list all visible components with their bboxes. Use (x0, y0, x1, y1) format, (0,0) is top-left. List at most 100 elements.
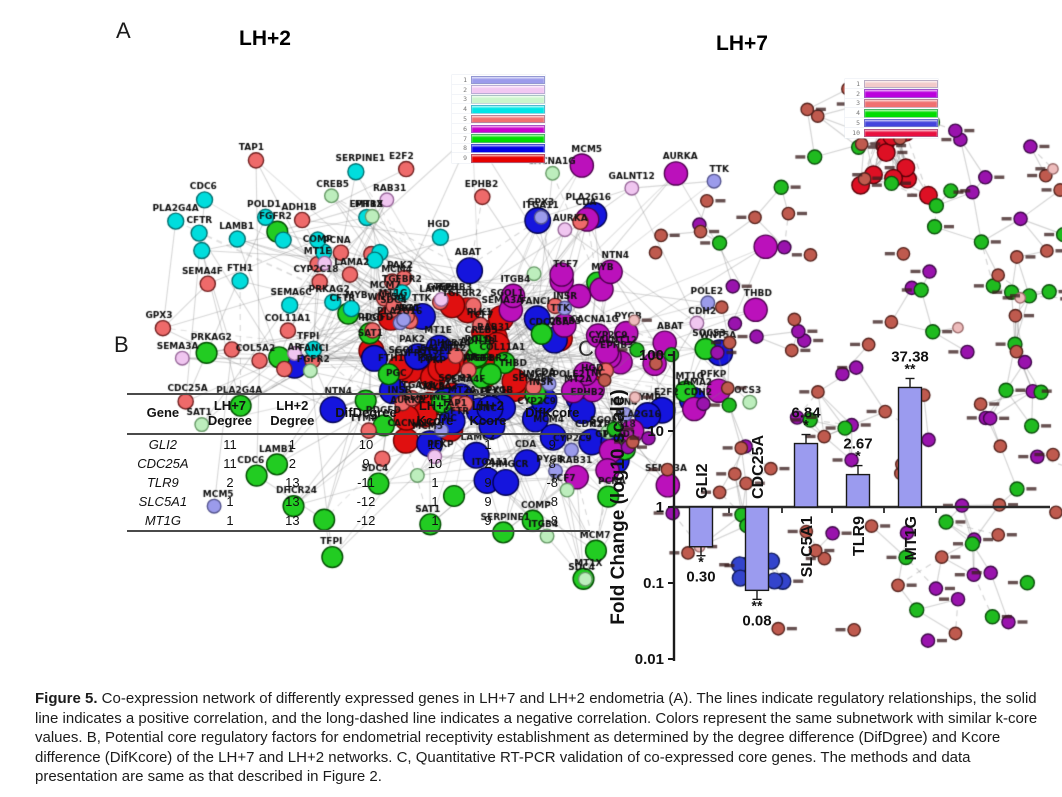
legend-lh7-swatch (864, 99, 938, 108)
legend-lh7-swatch (864, 89, 938, 98)
y-tick-label: 1 (656, 499, 664, 516)
value-cell: 1 (288, 437, 296, 453)
legend-lh2-row-8: 8 (452, 143, 545, 154)
y-axis-title: Fold Change (log10 scale) (608, 389, 629, 624)
network-lh2-title: LH+2 (239, 27, 291, 50)
panel-a-label: A (116, 18, 131, 43)
legend-lh7: 1 2 3 4 5 10 (845, 79, 938, 138)
legend-lh2-row-1: 1 (452, 75, 545, 85)
legend-lh2-number: 8 (463, 144, 467, 153)
value-cell: 10 (358, 437, 374, 453)
value-cell: 2 (288, 456, 296, 472)
value-cell: -11 (357, 475, 375, 491)
legend-lh7-row-2: 2 (845, 88, 938, 99)
value-cell: 1 (408, 511, 462, 533)
kcore-table: Gene LH+7 Degree LH+2 Degree DifDegree LH+7 … (127, 392, 590, 533)
value-cell: -12 (356, 494, 376, 510)
value-cell: -12 (323, 511, 409, 533)
legend-lh2-swatch (471, 85, 545, 94)
value-cell: 9 (548, 437, 556, 453)
legend-lh2-swatch (471, 105, 545, 114)
legend-lh7-number: 2 (856, 89, 860, 98)
value-cell: 8 (548, 456, 556, 472)
legend-lh7-number: 3 (856, 99, 860, 108)
table-row: TLR9 2 13 -11 1 9 -8 (127, 473, 590, 492)
category-label-GLI2: GLI2 (694, 463, 711, 499)
column-header: DifKcore (514, 392, 590, 436)
legend-lh2-row-9: 9 (452, 153, 545, 164)
category-label-TLR9: TLR9 (851, 516, 868, 556)
column-header: Gene (127, 392, 199, 436)
significance-TLR9: * (855, 448, 861, 464)
legend-lh2-number: 3 (463, 95, 467, 104)
category-label-SLC5A1: SLC5A1 (799, 516, 816, 577)
value-label-GLI2: 0.30 (686, 569, 715, 586)
legend-lh7-row-3: 3 (845, 98, 938, 109)
value-cell: 1 (226, 494, 234, 510)
legend-lh7-row-1: 1 (845, 79, 938, 89)
bar-MT1G (897, 386, 923, 508)
legend-lh2-number: 4 (463, 105, 467, 114)
value-label-CDC25A: 0.08 (742, 612, 771, 629)
legend-lh7-number: 1 (856, 79, 860, 88)
value-cell: -8 (546, 494, 558, 510)
value-label-SLC5A1: 6.84 (791, 405, 821, 422)
figure-caption-text: Co-expression network of differently exp… (35, 690, 1038, 785)
bar-TLR9 (845, 473, 871, 508)
legend-lh7-swatch (864, 79, 938, 89)
table-row: SLC5A1 1 13 -12 1 9 -8 (127, 492, 590, 511)
legend-lh2-row-7: 7 (452, 133, 545, 144)
legend-lh2-number: 2 (463, 85, 467, 94)
legend-lh2-row-4: 4 (452, 104, 545, 115)
significance-CDC25A: ** (752, 597, 763, 613)
category-label-MT1G: MT1G (903, 516, 920, 560)
y-tick-label: 100 (639, 347, 664, 364)
gene-name-cell: GLI2 (148, 437, 177, 453)
bar-GLI2 (688, 506, 714, 548)
value-cell: 10 (427, 456, 443, 472)
legend-lh2-number: 1 (463, 75, 467, 84)
legend-lh2-number: 7 (463, 134, 467, 143)
value-label-TLR9: 2.67 (843, 436, 872, 453)
gene-name-cell: SLC5A1 (138, 494, 188, 510)
column-header: LH+2 Degree (261, 392, 324, 436)
legend-lh7-number: 10 (852, 128, 860, 137)
value-cell: 2 (484, 456, 492, 472)
legend-lh7-row-10: 10 (845, 127, 938, 138)
value-cell: 9 (484, 494, 492, 510)
network-lh7-title: LH+7 (716, 32, 768, 55)
bar-CDC25A (744, 506, 770, 592)
bar-SLC5A1 (793, 442, 819, 508)
value-cell: 9 (461, 511, 515, 533)
column-header: LH+7 Kcore (408, 392, 462, 436)
legend-lh7-number: 5 (856, 119, 860, 128)
legend-lh7-row-5: 5 (845, 118, 938, 128)
value-cell: 1 (484, 437, 492, 453)
legend-lh2-row-5: 5 (452, 114, 545, 124)
value-cell: 9 (362, 456, 370, 472)
network-lh7-graph (582, 70, 1062, 670)
value-cell: -8 (546, 475, 558, 491)
value-cell: 13 (285, 494, 300, 510)
legend-lh7-row-4: 4 (845, 108, 938, 119)
table-row: CDC25A 11 2 9 10 2 8 (127, 454, 590, 473)
legend-lh2-row-2: 2 (452, 84, 545, 95)
gene-name-cell: MT1G (127, 511, 199, 533)
significance-GLI2: * (698, 554, 704, 570)
value-cell: 10 (427, 437, 443, 453)
value-cell: 11 (223, 437, 237, 453)
y-tick-label: 10 (647, 423, 664, 440)
significance-MT1G: ** (905, 360, 916, 376)
legend-lh2-swatch (471, 75, 545, 85)
legend-lh2-swatch (471, 95, 545, 104)
category-label-CDC25A: CDC25A (750, 435, 767, 499)
table-row: GLI2 11 1 10 10 1 9 (127, 434, 590, 454)
legend-lh2-number: 5 (463, 115, 467, 124)
legend-lh7-swatch (864, 109, 938, 118)
significance-SLC5A1: * (803, 417, 809, 433)
value-cell: 13 (285, 475, 300, 491)
table-row: MT1G 1 13 -12 1 9 -8 (127, 511, 590, 533)
column-header: LH+7 Degree (198, 392, 262, 436)
legend-lh2-swatch (471, 124, 545, 134)
